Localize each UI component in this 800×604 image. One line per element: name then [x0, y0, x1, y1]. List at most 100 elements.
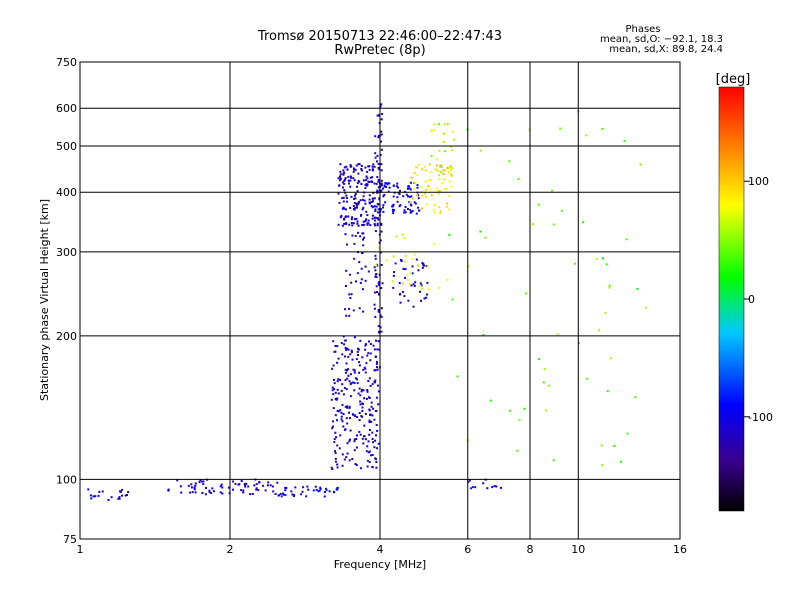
- echo-point: [351, 224, 354, 227]
- echo-point: [373, 266, 376, 269]
- echo-point: [347, 355, 350, 358]
- echo-point: [370, 201, 373, 203]
- echo-point: [396, 182, 399, 185]
- echo-point: [378, 281, 381, 283]
- echo-point: [339, 434, 342, 437]
- echo-point: [374, 224, 377, 227]
- echo-point: [425, 195, 428, 198]
- echo-point: [373, 216, 376, 219]
- echo-point: [378, 284, 380, 287]
- echo-point: [357, 163, 360, 165]
- echo-point: [517, 178, 520, 181]
- echo-point: [360, 415, 363, 417]
- echo-point: [392, 210, 394, 213]
- chart-subtitle: RwPretec (8p): [334, 43, 425, 58]
- echo-point: [354, 197, 357, 200]
- echo-point: [234, 482, 237, 485]
- echo-point: [411, 210, 414, 212]
- echo-point: [371, 168, 374, 171]
- echo-point: [363, 223, 366, 226]
- echo-point: [417, 269, 420, 272]
- echo-point: [336, 488, 339, 491]
- echo-point: [438, 206, 440, 209]
- echo-point: [384, 201, 387, 204]
- echo-point: [344, 308, 346, 311]
- echo-point: [325, 489, 328, 492]
- echo-point: [370, 205, 373, 208]
- echo-point: [417, 194, 420, 197]
- echo-point: [339, 177, 342, 180]
- echo-point: [220, 483, 223, 486]
- echo-point: [194, 491, 197, 494]
- echo-point: [340, 342, 343, 345]
- echo-point: [334, 452, 337, 455]
- echo-point: [428, 288, 431, 291]
- echo-point: [332, 364, 335, 367]
- echo-point: [362, 238, 364, 241]
- echo-point: [338, 447, 341, 450]
- echo-point: [282, 493, 285, 496]
- echo-point: [409, 209, 412, 212]
- echo-point: [397, 186, 399, 189]
- echo-point: [208, 489, 211, 492]
- echo-point: [334, 460, 337, 463]
- echo-point: [344, 178, 347, 181]
- echo-point: [341, 353, 344, 356]
- echo-point: [347, 175, 350, 178]
- echo-point: [434, 168, 437, 171]
- echo-point: [404, 260, 407, 263]
- echo-point: [360, 168, 363, 170]
- echo-point: [396, 196, 399, 199]
- echo-point: [272, 490, 275, 493]
- echo-point: [479, 149, 482, 152]
- echo-point: [639, 163, 642, 166]
- echo-point: [342, 393, 345, 396]
- echo-point: [361, 437, 364, 440]
- echo-point: [366, 222, 369, 225]
- echo-point: [377, 325, 380, 328]
- echo-point: [367, 222, 370, 225]
- echo-point: [285, 487, 288, 489]
- echo-point: [373, 205, 376, 208]
- echo-point: [392, 184, 395, 187]
- echo-point: [364, 265, 367, 268]
- echo-point: [365, 450, 368, 453]
- echo-point: [429, 188, 432, 191]
- echo-point: [362, 179, 365, 182]
- echo-point: [398, 193, 401, 196]
- plot-frame: [79, 61, 681, 540]
- echo-point: [441, 182, 444, 184]
- echo-point: [376, 189, 379, 192]
- echo-point: [354, 463, 357, 465]
- echo-point: [345, 417, 348, 420]
- echo-point: [419, 290, 421, 293]
- echo-point: [357, 354, 359, 356]
- echo-point: [436, 169, 439, 172]
- echo-point: [448, 194, 451, 197]
- echo-point: [604, 312, 607, 315]
- echo-point: [317, 490, 320, 493]
- echo-point: [340, 214, 343, 217]
- echo-point: [392, 274, 395, 277]
- echo-point: [359, 235, 362, 238]
- echo-point: [414, 181, 417, 184]
- echo-point: [352, 170, 355, 173]
- echo-point: [377, 282, 380, 285]
- echo-point: [345, 165, 348, 168]
- echo-point: [417, 264, 420, 267]
- echo-point: [366, 390, 369, 393]
- echo-point: [341, 207, 344, 210]
- echo-point: [391, 208, 394, 211]
- echo-point: [410, 284, 413, 287]
- echo-point: [369, 352, 372, 355]
- echo-point: [416, 186, 419, 189]
- echo-point: [377, 309, 380, 311]
- echo-point: [371, 466, 374, 469]
- x-tick-label: 6: [464, 543, 471, 556]
- echo-point: [87, 488, 90, 491]
- echo-point: [377, 390, 380, 393]
- echo-point: [375, 362, 378, 365]
- echo-point: [349, 164, 352, 167]
- echo-point: [366, 389, 369, 391]
